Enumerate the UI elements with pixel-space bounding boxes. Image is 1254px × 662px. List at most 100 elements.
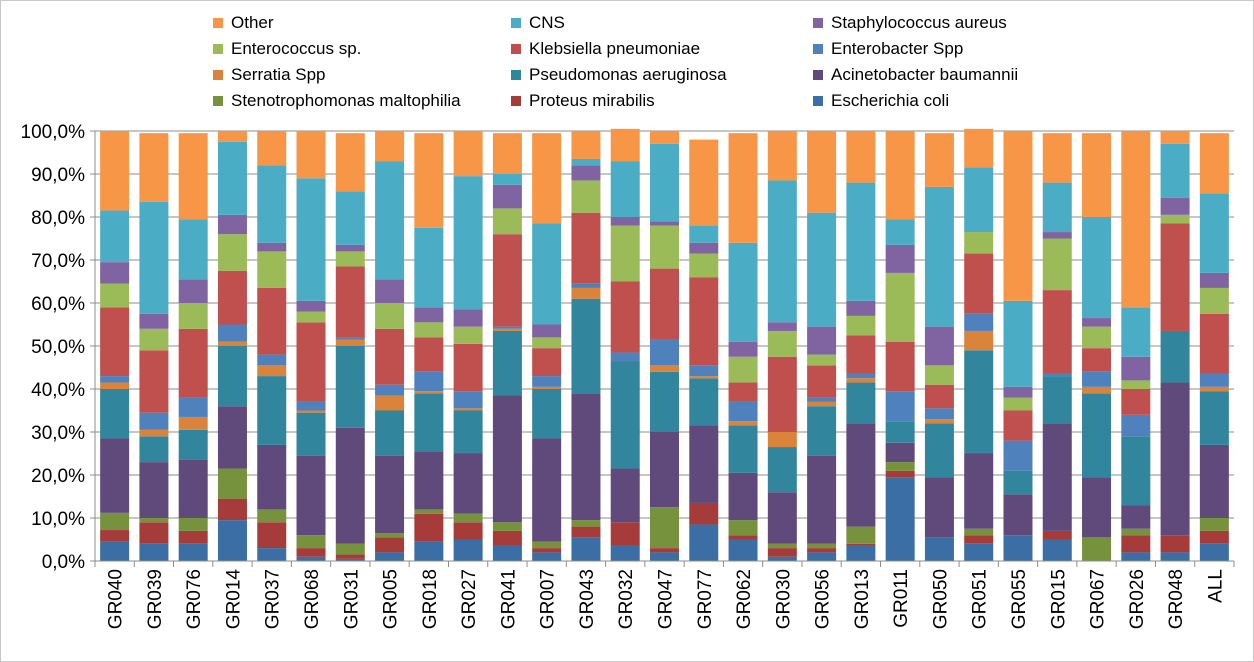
bar-segment-other [178, 133, 208, 220]
bar-segment-enterococcus-sp [571, 180, 601, 213]
legend-label: CNS [529, 13, 565, 32]
bar-segment-stenotrophomonas-maltophilia [1082, 537, 1112, 561]
bar-segment-enterococcus-sp [532, 337, 562, 349]
bar-segment-enterobacter-spp [650, 339, 679, 366]
bar-segment-klebsiella-pneumoniae [453, 343, 483, 392]
x-tick-label: GR056 [813, 569, 834, 629]
bar-segment-staphylococcus-aureus [492, 184, 522, 209]
bar-segment-serratia-spp [689, 376, 719, 379]
legend-swatch [813, 96, 823, 106]
y-tick-label: 100,0% [21, 122, 86, 143]
bar-segment-enterococcus-sp [1003, 397, 1033, 411]
bar-segment-proteus-mirabilis [1042, 530, 1072, 540]
bar-segment-enterobacter-spp [217, 324, 247, 342]
bar-segment-cns [532, 223, 562, 325]
bar-segment-enterococcus-sp [610, 225, 640, 282]
bar-segment-proteus-mirabilis [650, 548, 679, 553]
bar-segment-enterococcus-sp [1160, 214, 1190, 224]
bar-segment-staphylococcus-aureus [335, 244, 365, 252]
bar-segment-pseudomonas-aeruginosa [178, 429, 208, 460]
bar-stack-gr056 [807, 131, 837, 561]
bar-segment-enterobacter-spp [924, 408, 954, 420]
bar-segment-staphylococcus-aureus [1121, 356, 1151, 381]
bar-segment-pseudomonas-aeruginosa [296, 412, 326, 456]
bar-segment-enterococcus-sp [100, 283, 130, 308]
bar-segment-other [1160, 131, 1190, 144]
y-tick-label: 70,0% [31, 251, 85, 272]
bar-segment-enterococcus-sp [689, 253, 719, 278]
bar-segment-cns [807, 212, 837, 327]
bar-segment-proteus-mirabilis [807, 548, 837, 553]
bar-segment-proteus-mirabilis [100, 530, 130, 542]
bar-segment-staphylococcus-aureus [689, 242, 719, 254]
bar-segment-stenotrophomonas-maltophilia [807, 543, 837, 549]
bar-segment-pseudomonas-aeruginosa [1003, 470, 1033, 495]
bar-segment-cns [964, 167, 994, 233]
x-tick-label: GR011 [891, 569, 912, 628]
bar-segment-other [375, 131, 405, 162]
bar-segment-klebsiella-pneumoniae [492, 234, 522, 327]
bar-stack-gr051 [964, 128, 994, 561]
bar-segment-enterobacter-spp [375, 384, 405, 396]
bar-segment-staphylococcus-aureus [178, 279, 208, 303]
bar-stack-gr047 [650, 131, 679, 561]
bar-segment-staphylococcus-aureus [100, 262, 130, 284]
bar-stack-gr032 [610, 128, 640, 561]
bar-segment-enterococcus-sp [492, 208, 522, 235]
bar-segment-pseudomonas-aeruginosa [807, 406, 837, 456]
bar-stack-gr031 [335, 133, 365, 561]
bar-segment-acinetobacter-baumannii [139, 462, 169, 518]
bar-segment-stenotrophomonas-maltophilia [257, 509, 287, 523]
x-tick-label: GR031 [341, 569, 362, 629]
x-tick-label: GR043 [577, 569, 598, 629]
bar-segment-serratia-spp [296, 410, 326, 413]
x-tick-label: GR077 [695, 569, 716, 629]
bar-segment-enterococcus-sp [1121, 380, 1151, 389]
bar-segment-other [650, 131, 679, 144]
bar-segment-proteus-mirabilis [296, 548, 326, 557]
legend-swatch [813, 18, 823, 28]
bar-segment-proteus-mirabilis [375, 537, 405, 553]
bar-segment-serratia-spp [846, 378, 876, 383]
bar-segment-cns [689, 225, 719, 243]
bar-segment-proteus-mirabilis [610, 522, 640, 546]
bar-segment-enterobacter-spp [1082, 371, 1112, 387]
bar-segment-staphylococcus-aureus [885, 244, 915, 273]
bar-segment-escherichia-coli [375, 552, 405, 561]
bar-segment-cns [492, 174, 522, 185]
bar-segment-other [335, 133, 365, 192]
bar-segment-escherichia-coli [139, 543, 169, 561]
x-tick-label: GR026 [1127, 569, 1148, 629]
bar-segment-pseudomonas-aeruginosa [492, 330, 522, 396]
bar-segment-enterobacter-spp [846, 373, 876, 379]
bar-segment-enterococcus-sp [453, 326, 483, 344]
bar-segment-pseudomonas-aeruginosa [1160, 330, 1190, 383]
bar-segment-stenotrophomonas-maltophilia [964, 528, 994, 536]
bar-segment-acinetobacter-baumannii [571, 393, 601, 521]
bar-stack-gr037 [257, 131, 287, 561]
bar-segment-klebsiella-pneumoniae [964, 253, 994, 314]
bar-segment-cns [1082, 217, 1112, 319]
bar-segment-enterobacter-spp [532, 376, 562, 387]
bar-segment-escherichia-coli [100, 541, 130, 561]
bar-segment-staphylococcus-aureus [532, 324, 562, 338]
bar-segment-klebsiella-pneumoniae [296, 322, 326, 402]
bar-segment-escherichia-coli [846, 545, 876, 561]
bar-segment-acinetobacter-baumannii [217, 406, 247, 469]
legend-swatch [213, 18, 223, 28]
bar-segment-acinetobacter-baumannii [100, 438, 130, 513]
bar-segment-stenotrophomonas-maltophilia [1199, 518, 1229, 531]
bar-segment-cns [728, 242, 758, 342]
bar-segment-enterobacter-spp [178, 397, 208, 417]
x-tick-label: GR005 [381, 569, 402, 629]
bar-segment-escherichia-coli [178, 543, 208, 561]
bar-segment-klebsiella-pneumoniae [1082, 348, 1112, 372]
bar-stack-gr062 [728, 133, 758, 561]
legend-swatch [813, 44, 823, 54]
bar-segment-serratia-spp [335, 339, 365, 346]
bar-segment-klebsiella-pneumoniae [650, 268, 679, 340]
x-tick-label: GR062 [734, 569, 755, 629]
legend-swatch [213, 96, 223, 106]
bar-stack-gr067 [1082, 133, 1112, 561]
